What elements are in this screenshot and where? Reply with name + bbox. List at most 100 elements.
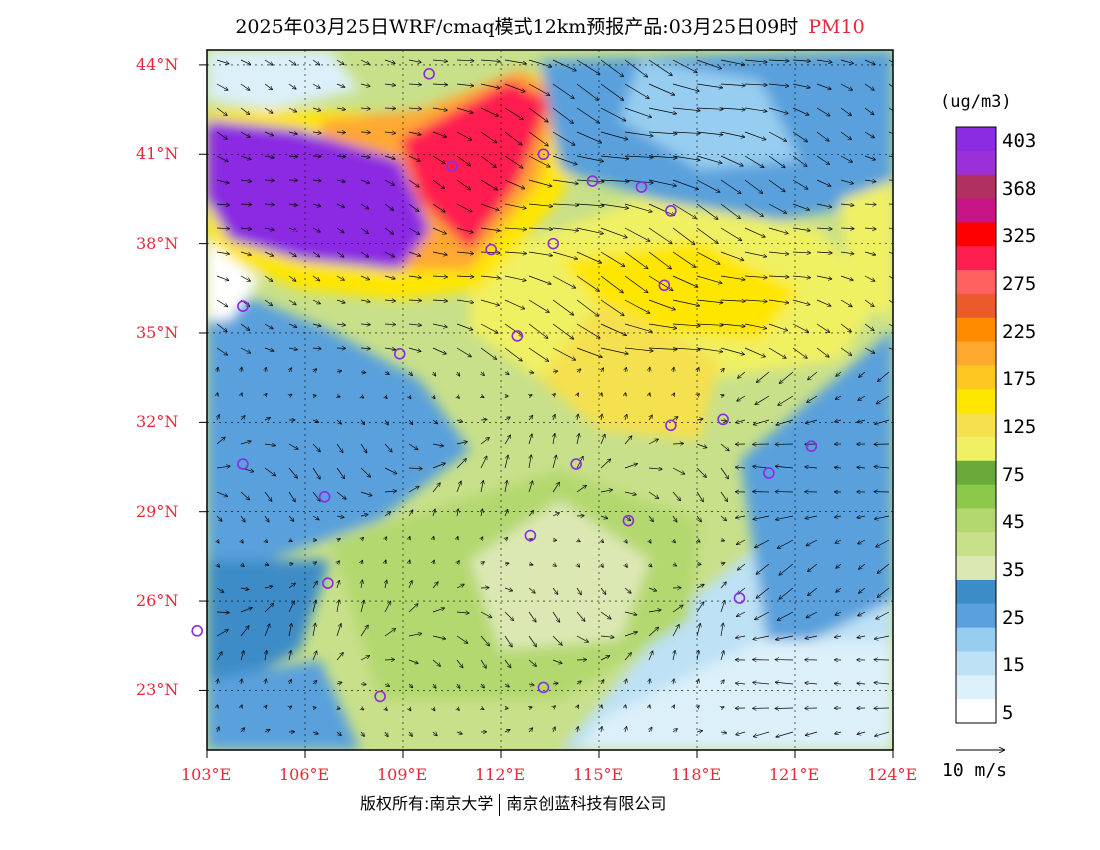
wind-arrow	[217, 705, 218, 708]
wind-arrow	[360, 372, 366, 373]
wind-arrow	[432, 732, 437, 735]
wind-arrow	[672, 227, 695, 244]
wind-arrow	[776, 682, 794, 684]
wind-arrow	[744, 131, 766, 140]
wind-arrow	[696, 203, 718, 219]
wind-arrow	[744, 179, 762, 193]
city-marker	[537, 681, 550, 694]
wind-arrow	[480, 276, 500, 278]
wind-arrow	[720, 420, 727, 421]
wind-arrow	[408, 60, 421, 62]
wind-arrow	[264, 347, 274, 351]
wind-arrow	[409, 419, 413, 424]
wind-arrow	[648, 323, 676, 328]
wind-arrow	[736, 636, 746, 638]
wind-arrow	[408, 634, 422, 637]
wind-arrow	[840, 275, 853, 280]
colorbar-swatch	[956, 413, 996, 438]
wind-arrow	[696, 179, 720, 192]
wind-arrow	[481, 537, 483, 540]
wind-arrow	[432, 323, 447, 327]
wind-arrow	[504, 252, 526, 254]
wind-arrow	[840, 179, 853, 184]
wind-arrow	[313, 562, 316, 564]
wind-arrow	[736, 420, 746, 423]
wind-arrow	[648, 468, 662, 469]
wind-arrow	[874, 467, 890, 468]
wind-arrow	[240, 651, 244, 661]
wind-arrow	[384, 512, 390, 517]
wind-arrow	[720, 108, 745, 110]
wind-arrow	[577, 393, 578, 396]
wind-arrow	[360, 275, 369, 280]
wind-arrow	[673, 540, 675, 543]
wind-arrow	[217, 564, 219, 567]
wind-arrow	[696, 155, 722, 163]
wind-arrow	[336, 275, 344, 280]
wind-arrow	[240, 441, 251, 445]
wind-arrow	[265, 394, 267, 396]
wind-arrow	[672, 275, 698, 287]
wind-arrow	[480, 83, 499, 88]
wind-arrow	[504, 659, 511, 668]
wind-arrow	[552, 483, 559, 493]
wind-arrow	[385, 580, 387, 589]
wind-arrow	[216, 612, 229, 613]
wind-arrow	[457, 683, 460, 688]
wind-arrow	[816, 83, 831, 89]
wind-arrow	[736, 467, 746, 468]
wind-arrow	[480, 659, 486, 668]
wind-arrow	[875, 731, 890, 736]
wind-arrow	[217, 415, 219, 421]
wind-arrow	[648, 179, 676, 186]
wind-arrow	[754, 731, 770, 737]
wind-arrow	[721, 368, 724, 372]
wind-arrow	[456, 659, 463, 668]
wind-arrow	[504, 635, 512, 647]
wind-arrow	[600, 323, 626, 335]
wind-arrow	[600, 636, 614, 637]
wind-arrow	[265, 705, 267, 708]
wind-arrow	[720, 515, 726, 520]
wind-arrow	[336, 324, 345, 325]
wind-arrow	[600, 203, 628, 208]
wind-arrow	[840, 347, 851, 355]
latitude-label: 26°N	[136, 591, 179, 611]
wind-arrow	[528, 347, 548, 361]
wind-arrow	[744, 84, 767, 85]
latitude-label: 44°N	[136, 54, 179, 74]
wind-arrow	[720, 275, 745, 280]
wind-arrow	[408, 251, 420, 256]
wind-arrow	[697, 540, 700, 542]
wind-arrow	[216, 587, 224, 592]
wind-arrow	[456, 635, 468, 643]
wind-arrow	[481, 562, 484, 564]
colorbar-swatch	[956, 603, 996, 629]
colorbar-label: 15	[1002, 654, 1025, 677]
wind-arrow	[672, 515, 677, 522]
wind-arrow	[808, 371, 818, 380]
wind-arrow	[720, 732, 726, 733]
wind-arrow	[312, 467, 320, 479]
wind-arrow	[481, 684, 484, 688]
wind-arrow	[779, 371, 794, 383]
longitude-label: 112°E	[475, 765, 526, 784]
wind-arrow	[888, 227, 893, 230]
colorbar-swatch	[956, 484, 996, 509]
wind-arrow	[216, 466, 230, 468]
wind-arrow	[312, 275, 319, 281]
latitude-label: 29°N	[136, 501, 179, 521]
wind-arrow	[289, 368, 291, 373]
wind-arrow	[673, 651, 675, 661]
wind-arrow	[288, 156, 297, 157]
wind-arrow	[624, 59, 647, 77]
wind-arrow	[552, 59, 576, 71]
wind-arrow	[480, 419, 487, 420]
wind-arrow	[505, 510, 508, 517]
wind-arrow	[528, 131, 548, 146]
wind-arrow	[805, 635, 818, 638]
wind-arrow	[576, 227, 603, 234]
wind-arrow	[601, 564, 603, 567]
wind-arrow	[481, 372, 484, 375]
longitude-label: 118°E	[671, 765, 722, 784]
